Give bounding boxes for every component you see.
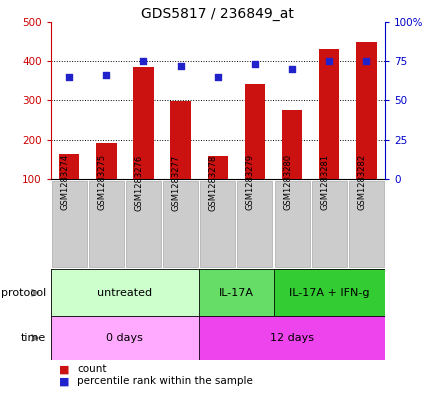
Text: protocol: protocol	[1, 288, 46, 298]
Text: GSM1283276: GSM1283276	[135, 154, 143, 211]
Bar	[312, 181, 347, 267]
Text: 0 days: 0 days	[106, 333, 143, 343]
Point	[289, 66, 296, 72]
Bar	[275, 181, 310, 267]
Bar	[199, 269, 274, 316]
Bar	[274, 269, 385, 316]
Bar	[282, 110, 302, 179]
Point	[214, 73, 221, 80]
Text: untreated: untreated	[97, 288, 153, 298]
Text: ■: ■	[59, 364, 70, 375]
Point	[177, 62, 184, 69]
Text: count: count	[77, 364, 106, 375]
Text: GSM1283280: GSM1283280	[283, 154, 292, 211]
Point	[251, 61, 258, 67]
Bar	[52, 181, 87, 267]
Text: IL-17A: IL-17A	[219, 288, 254, 298]
Bar	[349, 181, 384, 267]
Point	[363, 58, 370, 64]
Text: GSM1283278: GSM1283278	[209, 154, 218, 211]
Text: GSM1283279: GSM1283279	[246, 154, 255, 211]
Point	[66, 73, 73, 80]
Point	[140, 58, 147, 64]
Bar	[356, 42, 377, 179]
Bar	[96, 143, 117, 179]
Title: GDS5817 / 236849_at: GDS5817 / 236849_at	[141, 7, 294, 20]
Bar	[51, 269, 199, 316]
Bar	[89, 181, 124, 267]
Bar	[199, 316, 385, 360]
Bar	[51, 316, 199, 360]
Text: GSM1283275: GSM1283275	[97, 154, 106, 211]
Bar	[319, 49, 340, 179]
Bar	[208, 156, 228, 179]
Text: ■: ■	[59, 376, 70, 386]
Bar	[163, 181, 198, 267]
Bar	[126, 181, 161, 267]
Text: GSM1283274: GSM1283274	[60, 154, 69, 211]
Bar	[245, 84, 265, 179]
Text: GSM1283282: GSM1283282	[357, 154, 367, 211]
Point	[103, 72, 110, 78]
Bar	[133, 67, 154, 179]
Bar	[200, 181, 235, 267]
Text: time: time	[21, 333, 46, 343]
Text: GSM1283277: GSM1283277	[172, 154, 181, 211]
Text: percentile rank within the sample: percentile rank within the sample	[77, 376, 253, 386]
Bar	[59, 154, 79, 179]
Text: 12 days: 12 days	[270, 333, 314, 343]
Text: IL-17A + IFN-g: IL-17A + IFN-g	[289, 288, 370, 298]
Bar	[170, 101, 191, 179]
Point	[326, 58, 333, 64]
Text: GSM1283281: GSM1283281	[320, 154, 329, 211]
Bar	[238, 181, 272, 267]
